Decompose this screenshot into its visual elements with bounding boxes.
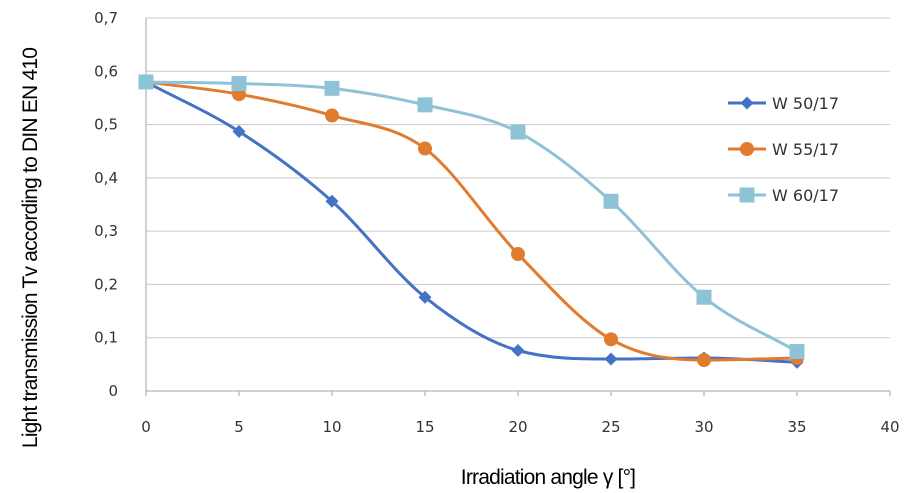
y-tick-label: 0 (108, 382, 118, 400)
series-3 (138, 74, 805, 360)
data-point (138, 74, 154, 90)
x-tick-label: 25 (601, 418, 620, 436)
legend-label: W 55/17 (772, 140, 839, 159)
series-line (144, 80, 799, 364)
legend-marker (740, 96, 754, 110)
data-point (232, 124, 246, 138)
x-tick-label: 30 (694, 418, 713, 436)
legend-label: W 50/17 (772, 94, 839, 113)
data-point (418, 290, 432, 304)
legend-label: W 60/17 (772, 186, 839, 205)
y-tick-label: 0,5 (94, 116, 118, 134)
data-point (325, 108, 339, 123)
y-axis-title: Light transmission Tv according to DIN E… (19, 48, 42, 448)
legend-item: W 50/17 (728, 94, 839, 113)
data-point (603, 193, 619, 209)
x-axis-title: Irradiation angle γ [°] (461, 466, 635, 489)
legend-marker (739, 187, 755, 203)
legend-marker (740, 142, 754, 156)
x-tick-label: 5 (234, 418, 244, 436)
data-point (510, 124, 526, 140)
tick-labels: 0 0,1 0,2 0,3 0,4 0,5 0,6 0,7 0 5 10 15 20 25 30 35 40 (94, 9, 899, 436)
y-tick-label: 0,1 (94, 329, 118, 347)
series-line (144, 80, 799, 362)
series-2 (139, 74, 804, 368)
x-tick-label: 0 (141, 418, 151, 436)
grid (146, 17, 890, 339)
data-point (604, 332, 618, 347)
series-1 (139, 75, 804, 369)
series (138, 74, 805, 369)
legend-item: W 55/17 (728, 140, 839, 159)
data-point (511, 247, 525, 262)
legend: W 50/17 W 55/17 W 60/17 (728, 94, 839, 205)
x-tick-label: 10 (322, 418, 341, 436)
y-tick-label: 0,7 (94, 9, 118, 27)
data-point (417, 97, 433, 113)
series-line (144, 80, 799, 354)
y-tick-label: 0,6 (94, 62, 118, 80)
data-point (604, 352, 618, 366)
x-tick-label: 40 (880, 418, 899, 436)
y-tick-label: 0,2 (94, 275, 118, 293)
x-tick-label: 20 (508, 418, 527, 436)
data-point (418, 141, 432, 156)
data-point (325, 194, 339, 208)
data-point (696, 289, 712, 305)
data-point (511, 344, 525, 358)
data-point (697, 353, 711, 368)
y-tick-label: 0,3 (94, 222, 118, 240)
x-tick-label: 35 (787, 418, 806, 436)
data-point (324, 80, 340, 96)
axes (145, 18, 891, 396)
legend-item: W 60/17 (728, 186, 839, 205)
data-point (231, 76, 247, 92)
y-tick-label: 0,4 (94, 169, 118, 187)
x-tick-label: 15 (415, 418, 434, 436)
data-point (789, 344, 805, 360)
